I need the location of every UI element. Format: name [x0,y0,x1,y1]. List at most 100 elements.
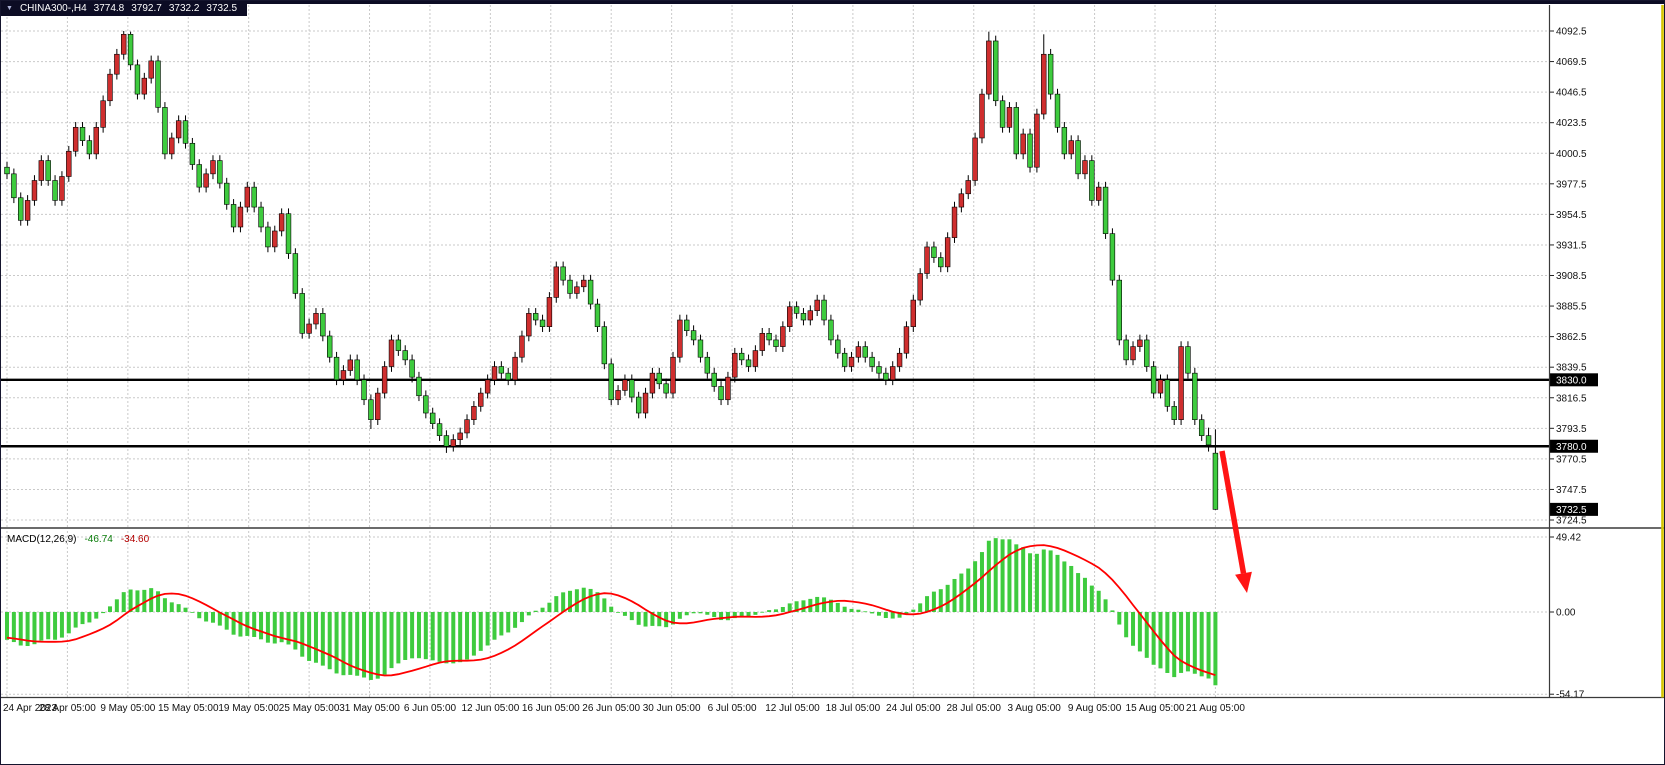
bear-candle [436,423,443,436]
macd-histogram-bar [107,606,112,612]
bear-candle [539,319,546,327]
macd-histogram-bar [870,612,875,614]
macd-histogram-bar [574,589,579,612]
bear-candle [217,160,223,184]
bear-candle [999,100,1006,128]
price-tick-label: 4000.5 [1556,149,1587,160]
macd-histogram-bar [780,607,785,612]
macd-histogram-bar [609,606,614,612]
macd-histogram-bar [32,612,37,645]
macd-histogram-bar [938,589,943,612]
macd-histogram-bar [602,598,607,612]
bull-candle [114,53,120,75]
bull-candle [677,319,683,358]
bear-candle [1171,406,1177,420]
bar-close-value: 3732.5 [206,3,238,14]
macd-histogram-bar [616,612,621,613]
macd-histogram-bar [1021,547,1026,612]
time-tick-label: 15 May 05:00 [158,703,219,714]
macd-histogram-bar [1192,612,1197,674]
bear-candle [773,339,779,347]
bear-candle [320,313,326,337]
macd-histogram-bar [1069,565,1074,612]
macd-histogram-bar [204,612,209,622]
macd-histogram-bar [190,612,195,613]
macd-histogram-bar [904,612,909,615]
macd-histogram-bar [1199,612,1204,677]
current-price-label-box [1550,502,1598,516]
bear-candle [224,182,230,205]
time-tick-label: 6 Jun 05:00 [404,703,457,714]
macd-histogram-bar [547,602,552,612]
macd-histogram-bar [856,609,861,612]
macd-histogram-bar [952,578,957,612]
bull-candle [1137,339,1143,347]
macd-histogram-bar [568,590,573,612]
bear-candle [800,313,807,321]
bear-candle [608,363,614,401]
bull-candle [175,120,182,139]
bull-candle [512,356,518,381]
macd-histogram-bar [622,612,627,616]
bear-candle [327,335,333,358]
macd-histogram-bar [595,592,600,612]
candlesticks [4,31,1219,510]
macd-histogram-bar [526,612,531,616]
bear-candle [258,206,264,228]
bear-candle [766,333,772,341]
macd-histogram-bar [1096,590,1101,612]
macd-histogram-bar [197,612,202,619]
macd-tick-label: 49.42 [1556,533,1581,544]
macd-histogram-bar [382,612,387,675]
price-axis[interactable] [1550,5,1665,697]
bear-candle [127,34,134,66]
time-tick-label: 28 Apr 05:00 [39,703,96,714]
bull-candle [93,127,99,155]
bear-candle [1013,107,1020,155]
bull-candle [464,419,470,434]
macd-histogram-bar [444,612,449,664]
macd-histogram-bar [1110,610,1115,612]
macd-histogram-bar [396,612,401,664]
bear-candle [841,352,848,367]
bull-candle [340,370,347,381]
macd-histogram-bar [973,561,978,612]
macd-histogram-bar [890,612,895,619]
macd-histogram-bar [691,612,696,614]
symbol-info-badge: ▼ CHINA300-,H4 3774.8 3792.7 3732.2 3732… [1,1,248,16]
bull-candle [313,313,319,325]
bear-candle [230,204,237,228]
macd-histogram-bar [66,612,71,634]
macd-histogram-bar [252,612,257,637]
macd-histogram-bar [59,612,64,638]
macd-histogram-bar [430,612,435,661]
bear-candle [423,395,429,414]
time-axis[interactable] [1,698,1665,720]
macd-tick-label: -54.17 [1556,690,1585,701]
macd-histogram-bar [478,612,483,651]
window-menu-icon[interactable]: ▼ [6,5,13,12]
bar-high-value: 3792.7 [131,3,162,14]
macd-histogram-bar [121,592,126,612]
bull-candle [306,323,312,334]
level-lines [1,378,1549,448]
macd-histogram-bar [437,612,442,662]
macd-histogram-bar [506,612,511,633]
macd-histogram-bar [828,599,833,612]
price-tick-label: 3816.5 [1556,393,1587,404]
price-level-label: 3830.0 [1556,375,1587,386]
macd-indicator-name: MACD(12,26,9) [7,534,77,545]
macd-signal-line [6,544,1216,677]
macd-histogram-bar [25,612,30,647]
bull-candle [210,160,216,175]
bull-candle [107,73,113,102]
macd-histogram-bar [410,612,415,659]
bull-candle [917,273,923,301]
trend-arrow-shaft[interactable] [1219,450,1247,574]
macd-histogram-bar [794,601,799,612]
macd-histogram-bar [1151,612,1156,665]
trend-arrow-head[interactable] [1235,571,1252,593]
bull-candle [958,193,965,208]
bear-candle [429,412,436,424]
